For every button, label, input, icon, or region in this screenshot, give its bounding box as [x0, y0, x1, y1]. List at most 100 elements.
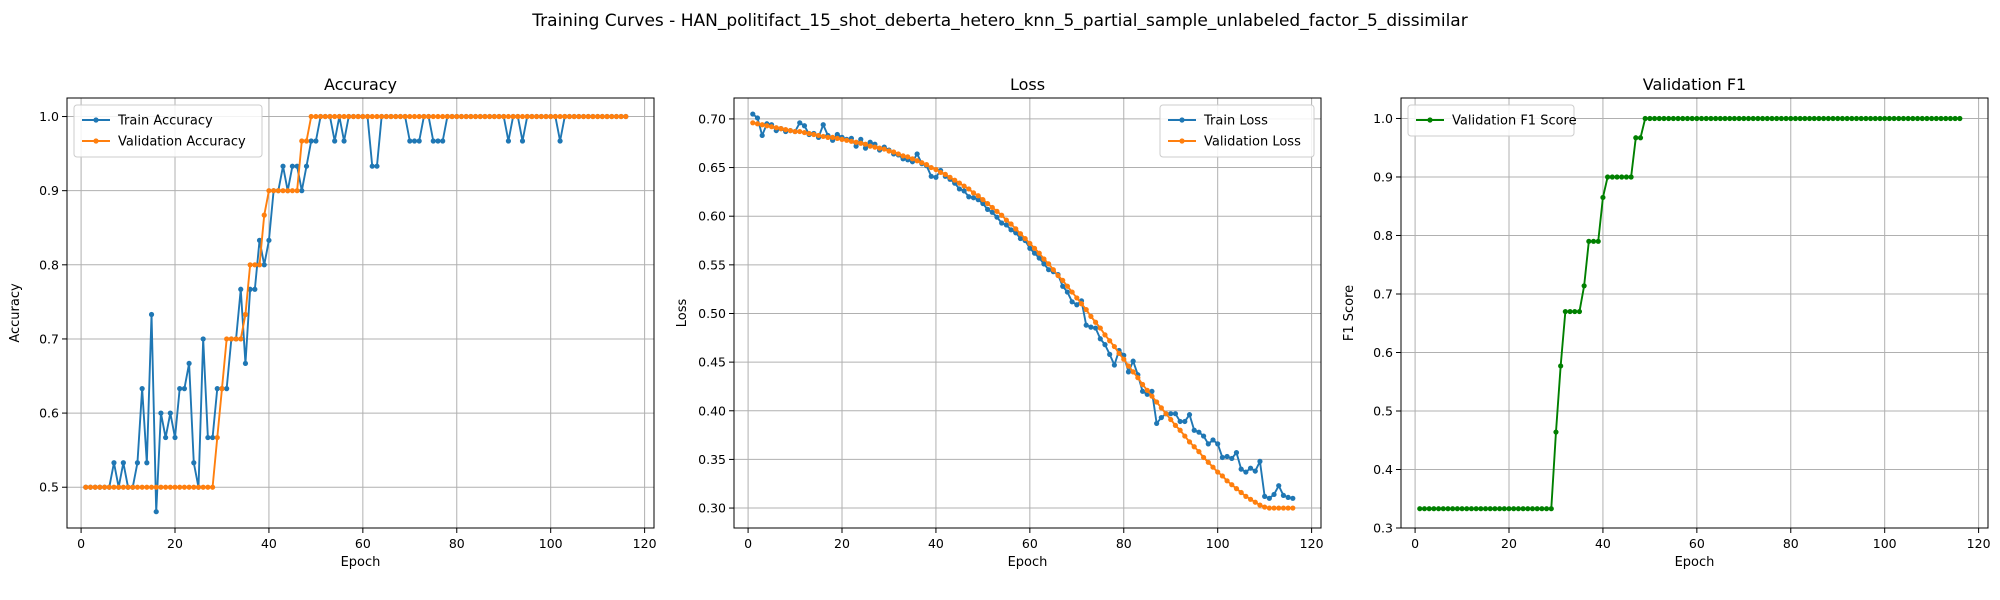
loss-data-point — [999, 212, 1005, 218]
accuracy-data-point — [299, 188, 305, 194]
accuracy-data-point — [566, 113, 573, 120]
loss-data-point — [787, 127, 793, 134]
loss-x-tick-label: 60 — [1022, 536, 1038, 551]
loss-data-point — [900, 153, 906, 159]
accuracy-data-point — [364, 113, 371, 120]
accuracy-data-point — [289, 163, 296, 169]
accuracy-x-tick-label: 20 — [167, 536, 183, 551]
loss-data-point — [1215, 469, 1221, 475]
loss-y-tick-label: 0.55 — [698, 257, 726, 272]
f1-data-point — [1792, 115, 1799, 122]
accuracy-data-point — [374, 113, 380, 120]
f1-data-point — [1661, 115, 1667, 122]
loss-data-point — [1046, 267, 1052, 273]
accuracy-data-point — [472, 113, 479, 120]
loss-data-point — [801, 123, 808, 129]
accuracy-data-point — [177, 386, 183, 392]
accuracy-data-point — [242, 360, 249, 367]
accuracy-data-point — [111, 460, 117, 466]
f1-y-tick-label: 0.8 — [1373, 228, 1393, 243]
accuracy-data-point — [134, 484, 141, 490]
accuracy-data-point — [350, 113, 357, 120]
f1-axes-frame — [1400, 97, 1989, 529]
f1-data-point — [1440, 506, 1446, 512]
f1-data-point — [1877, 115, 1883, 122]
accuracy-data-point — [374, 163, 380, 169]
loss-x-tick-label: 120 — [1300, 536, 1324, 551]
loss-data-point — [1243, 493, 1249, 499]
accuracy-data-point — [261, 262, 267, 268]
f1-data-point — [1736, 115, 1742, 122]
accuracy-data-point — [252, 286, 258, 292]
loss-panel: 0 20 40 60 80 100 120 0.30 0.35 0.40 0.45 0.50 0.55 0… — [675, 75, 1324, 570]
f1-x-axis-label: Epoch — [1675, 555, 1715, 570]
f1-data-point — [1497, 506, 1503, 512]
accuracy-data-point — [144, 484, 150, 490]
f1-y-tick-label: 0.3 — [1373, 521, 1393, 536]
f1-data-point — [1529, 506, 1536, 512]
loss-data-point — [1027, 240, 1033, 247]
f1-data-point — [1802, 115, 1808, 122]
f1-data-point — [1431, 506, 1437, 512]
accuracy-data-point — [153, 509, 159, 515]
loss-data-point — [1064, 283, 1071, 289]
accuracy-data-point — [576, 113, 582, 120]
f1-data-point — [1680, 115, 1686, 122]
loss-data-point — [1041, 256, 1047, 262]
accuracy-data-point — [529, 113, 535, 120]
accuracy-y-tick-label: 0.5 — [39, 480, 59, 495]
loss-data-point — [1262, 504, 1268, 510]
f1-data-point — [1774, 115, 1780, 122]
accuracy-data-point — [163, 434, 169, 441]
accuracy-series-1 — [83, 113, 629, 490]
f1-data-point — [1684, 115, 1691, 122]
loss-data-point — [1083, 307, 1089, 313]
loss-legend-entry: Train Loss — [1168, 114, 1268, 129]
f1-data-point — [1459, 506, 1465, 512]
f1-data-point — [1614, 174, 1620, 180]
loss-x-tick-label: 0 — [744, 536, 752, 551]
f1-data-point — [1553, 429, 1559, 435]
loss-data-point — [792, 128, 798, 135]
f1-data-point — [1783, 115, 1789, 122]
loss-data-point — [783, 127, 789, 133]
loss-data-point — [1210, 464, 1216, 470]
f1-data-point — [1914, 115, 1921, 122]
loss-data-point — [844, 137, 850, 143]
f1-data-point — [1957, 115, 1963, 122]
accuracy-data-point — [101, 484, 108, 490]
loss-data-point — [1285, 494, 1291, 500]
loss-data-point — [1205, 459, 1211, 465]
loss-data-point — [1055, 272, 1061, 279]
accuracy-data-point — [97, 484, 103, 490]
f1-data-point — [1637, 135, 1644, 141]
accuracy-data-point — [106, 484, 112, 490]
loss-data-point — [1121, 356, 1127, 362]
loss-data-point — [994, 214, 1000, 220]
f1-data-point — [1689, 115, 1695, 122]
accuracy-data-point — [242, 311, 249, 318]
accuracy-data-point — [534, 113, 540, 120]
loss-data-point — [1154, 420, 1160, 427]
loss-data-point — [1130, 358, 1136, 364]
loss-data-point — [1013, 226, 1019, 232]
accuracy-data-point — [397, 113, 404, 120]
f1-data-point — [1633, 135, 1639, 141]
f1-data-point — [1839, 115, 1846, 122]
loss-data-point — [759, 122, 765, 128]
accuracy-data-point — [195, 484, 202, 490]
f1-data-point — [1670, 115, 1676, 122]
f1-data-point — [1952, 115, 1958, 122]
loss-data-point — [1290, 495, 1296, 501]
f1-x-tick-label: 0 — [1411, 536, 1419, 551]
loss-data-point — [1191, 444, 1197, 450]
f1-x-tick-label: 120 — [1967, 536, 1991, 551]
accuracy-data-point — [280, 163, 286, 169]
loss-data-point — [815, 132, 822, 139]
f1-data-point — [1713, 115, 1719, 122]
accuracy-data-point — [458, 113, 465, 120]
f1-data-point — [1435, 506, 1442, 512]
f1-data-point — [1731, 115, 1738, 122]
f1-data-point — [1482, 506, 1489, 512]
f1-data-point — [1539, 506, 1545, 512]
